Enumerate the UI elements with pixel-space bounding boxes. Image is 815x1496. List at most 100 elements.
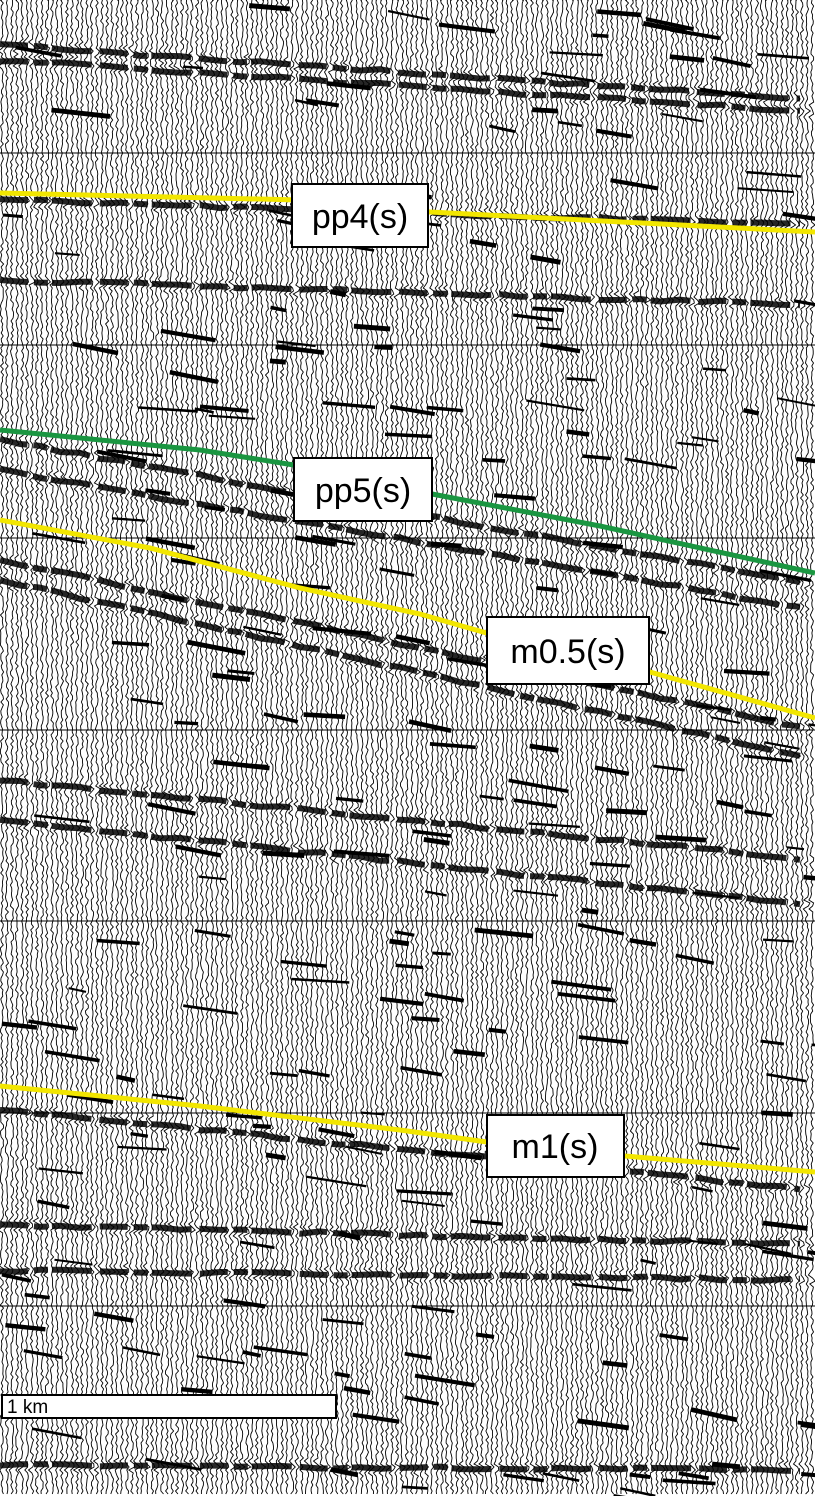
texture-segment <box>322 1318 364 1326</box>
texture-segment <box>306 98 340 108</box>
wiggle-trace <box>228 0 237 1495</box>
wiggle-trace <box>677 0 687 1495</box>
texture-segment <box>662 1478 716 1486</box>
texture-segment <box>572 1282 632 1292</box>
wiggle-trace <box>77 0 87 1495</box>
texture-segment <box>54 1258 93 1266</box>
texture-segment <box>34 814 90 824</box>
wiggle-trace <box>0 0 7 1495</box>
texture-segment <box>699 87 757 100</box>
wiggle-trace <box>273 0 282 1495</box>
texture-segment <box>28 1019 77 1031</box>
texture-segment <box>329 289 347 298</box>
texture-segment <box>387 9 430 21</box>
texture-segment <box>702 367 726 372</box>
texture-segment <box>762 938 793 943</box>
texture-segment <box>642 21 686 34</box>
texture-segment <box>700 597 740 607</box>
texture-segment <box>549 51 603 57</box>
texture-segment <box>318 1127 355 1139</box>
wiggle-trace <box>22 0 32 1495</box>
texture-segment <box>335 796 364 803</box>
texture-segment <box>145 488 171 496</box>
texture-segment <box>353 323 391 332</box>
wiggle-trace <box>262 0 271 1495</box>
texture-segment <box>508 778 569 794</box>
wiggle-trace <box>112 0 122 1495</box>
texture-segment <box>194 929 231 938</box>
texture-segment <box>374 344 393 351</box>
wiggle-trace <box>167 0 176 1495</box>
wiggle-trace <box>618 0 627 1495</box>
texture-segment <box>5 1323 46 1332</box>
texture-segment <box>270 305 287 313</box>
wiggle-trace <box>557 0 567 1495</box>
texture-segment <box>597 9 642 18</box>
texture-segment <box>759 715 777 722</box>
texture-segment <box>38 1167 84 1175</box>
texture-segment <box>432 951 451 956</box>
texture-segment <box>249 3 291 12</box>
texture-segment <box>760 1039 785 1046</box>
reflector-band <box>0 1461 801 1475</box>
texture-segment <box>395 963 424 970</box>
texture-segment <box>602 1360 628 1368</box>
texture-segment <box>577 922 625 936</box>
texture-segment <box>263 712 299 724</box>
texture-segment <box>757 52 810 60</box>
texture-segment <box>692 891 740 899</box>
wiggle-trace <box>517 0 527 1495</box>
texture-segment <box>629 1472 651 1480</box>
wiggle-trace <box>197 0 206 1494</box>
texture-segment <box>183 65 204 70</box>
texture-segment <box>430 541 462 549</box>
reflector-band <box>0 577 801 759</box>
texture-segment <box>23 1349 63 1360</box>
texture-segment <box>265 1152 286 1161</box>
texture-segment <box>111 517 146 522</box>
horizon-pp4: pp4(s) <box>0 183 815 248</box>
wiggle-trace <box>97 0 106 1495</box>
texture-segment <box>696 704 731 712</box>
texture-segment <box>469 238 497 248</box>
texture-segment <box>677 441 704 447</box>
texture-segment <box>212 672 251 682</box>
wiggle-trace <box>683 0 692 1495</box>
texture-segment <box>488 124 516 134</box>
texture-segment <box>145 1457 202 1471</box>
texture-segment <box>130 1131 149 1138</box>
reflector-band <box>0 277 801 309</box>
wiggle-trace <box>637 0 646 1495</box>
texture-segment <box>801 1472 815 1478</box>
texture-segment <box>322 401 376 409</box>
horizon-m05-label: m0.5(s) <box>510 633 625 671</box>
texture-segment <box>280 959 327 968</box>
texture-segment <box>306 1175 367 1188</box>
texture-segment <box>130 697 164 706</box>
texture-segment <box>743 407 760 416</box>
texture-segment <box>334 1371 351 1379</box>
texture-segment <box>171 557 196 566</box>
wiggle-trace <box>187 0 196 1495</box>
texture-segment <box>536 326 562 331</box>
horizon-m1-label-box <box>486 1114 625 1178</box>
wiggle-trace <box>697 0 707 1495</box>
wiggle-trace <box>52 0 62 1495</box>
texture-segment <box>629 938 657 947</box>
wiggle-trace <box>82 0 92 1495</box>
wiggle-trace <box>58 0 67 1495</box>
texture-segment <box>122 1346 161 1357</box>
horizon-m05: m0.5(s) <box>0 517 815 721</box>
texture-segment <box>269 358 286 365</box>
reflector-band <box>0 557 801 730</box>
texture-segment <box>68 987 87 993</box>
texture-segment <box>389 404 436 417</box>
texture-segment <box>275 344 325 355</box>
texture-segment <box>688 1239 718 1245</box>
wiggle-trace <box>157 0 167 1495</box>
texture-segment <box>578 1035 629 1045</box>
wiggle-trace <box>122 0 132 1495</box>
texture-segment <box>429 742 476 750</box>
wiggle-trace <box>592 0 602 1495</box>
